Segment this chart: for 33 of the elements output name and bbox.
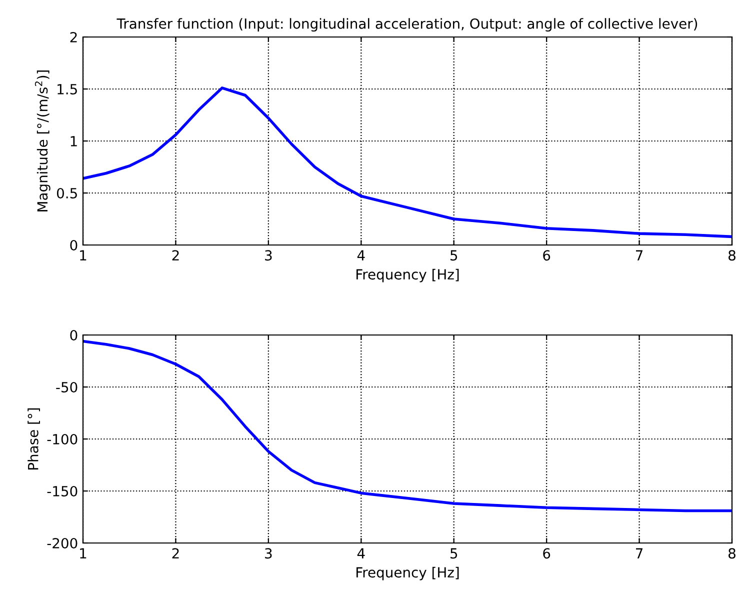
y-axis-title: Magnitude [°/(m/s$^{2}$)] — [34, 70, 50, 212]
y-tick-label: 0.5 — [56, 188, 77, 198]
y-tick-label: 2 — [70, 32, 77, 42]
y-tick-label: -150 — [47, 486, 78, 496]
x-axis-title: Frequency [Hz] — [356, 268, 459, 282]
x-tick-label: 3 — [265, 548, 272, 559]
x-tick-label: 1 — [80, 548, 86, 558]
y-tick-label: -200 — [47, 538, 78, 548]
y-tick-label: 0 — [70, 240, 78, 250]
x-tick-label: 4 — [357, 548, 365, 558]
y-tick-label: -100 — [47, 434, 78, 444]
x-tick-label: 7 — [636, 250, 643, 260]
x-tick-label: 5 — [450, 548, 458, 559]
x-tick-label: 4 — [357, 250, 365, 260]
x-tick-label: 6 — [543, 548, 550, 559]
y-tick-label: 1.5 — [58, 84, 77, 94]
y-axis-title: Phase [°] — [28, 408, 40, 470]
x-tick-label: 3 — [265, 250, 272, 261]
x-tick-label: 8 — [728, 548, 736, 559]
y-tick-label: 0 — [70, 330, 78, 340]
y-tick-label: 1 — [70, 136, 77, 146]
line-series — [83, 340, 732, 512]
line-series — [83, 86, 732, 238]
x-tick-label: 5 — [450, 250, 458, 261]
y-tick-label: -50 — [56, 382, 78, 392]
x-tick-label: 2 — [172, 548, 179, 558]
x-tick-label: 8 — [728, 250, 736, 261]
x-tick-label: 6 — [543, 250, 550, 261]
x-tick-label: 2 — [172, 250, 179, 260]
chart-title: Transfer function (Input: longitudinal acceleration, Output: angle of collective lever) — [116, 18, 698, 32]
x-tick-label: 7 — [636, 548, 643, 558]
x-axis-title: Frequency [Hz] — [356, 566, 459, 580]
x-tick-label: 1 — [80, 250, 86, 260]
